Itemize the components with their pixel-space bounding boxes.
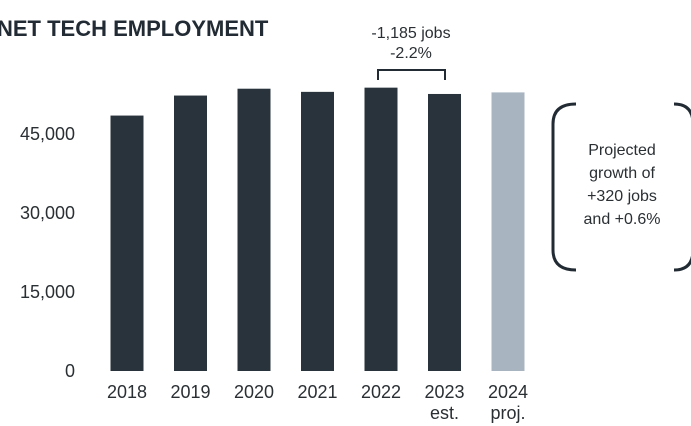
x-tick-label: 2019 (170, 382, 210, 402)
y-axis-ticks: 0 15,000 30,000 45,000 (20, 124, 75, 381)
bar-2021 (301, 91, 334, 371)
change-bracket (377, 69, 446, 80)
y-tick-label: 15,000 (20, 282, 75, 302)
projection-line-1: Projected (588, 142, 656, 159)
y-tick-label: 30,000 (20, 203, 75, 223)
projection-right-brace (673, 102, 691, 272)
bar-2019 (174, 95, 207, 371)
bar-2023 (428, 93, 461, 372)
x-tick-sublabel: proj. (490, 403, 525, 423)
x-tick-label: 2021 (297, 382, 337, 402)
projection-line-3: +320 jobs (587, 188, 657, 205)
bar-2024 (491, 92, 525, 371)
projection-line-4: and +0.6% (584, 211, 661, 228)
x-tick-sublabel: est. (430, 403, 459, 423)
y-tick-label: 0 (65, 361, 75, 381)
projection-line-2: growth of (589, 165, 655, 182)
change-annotation-jobs: -1,185 jobs (371, 25, 450, 42)
x-tick-label: 2023 (424, 382, 464, 402)
x-tick-label: 2020 (234, 382, 274, 402)
bar-2020 (237, 88, 271, 371)
bar-2022 (364, 87, 398, 372)
x-tick-label: 2024 (488, 382, 528, 402)
x-tick-label: 2022 (361, 382, 401, 402)
change-annotation-percent: -2.2% (390, 45, 432, 62)
projection-annotation: Projected growth of +320 jobs and +0.6% (584, 142, 661, 228)
y-tick-label: 45,000 (20, 124, 75, 144)
chart-title: NET TECH EMPLOYMENT (0, 16, 269, 41)
x-tick-label: 2018 (107, 382, 147, 402)
bars (110, 87, 525, 372)
bar-2018 (110, 115, 144, 371)
projection-left-brace (551, 102, 577, 272)
